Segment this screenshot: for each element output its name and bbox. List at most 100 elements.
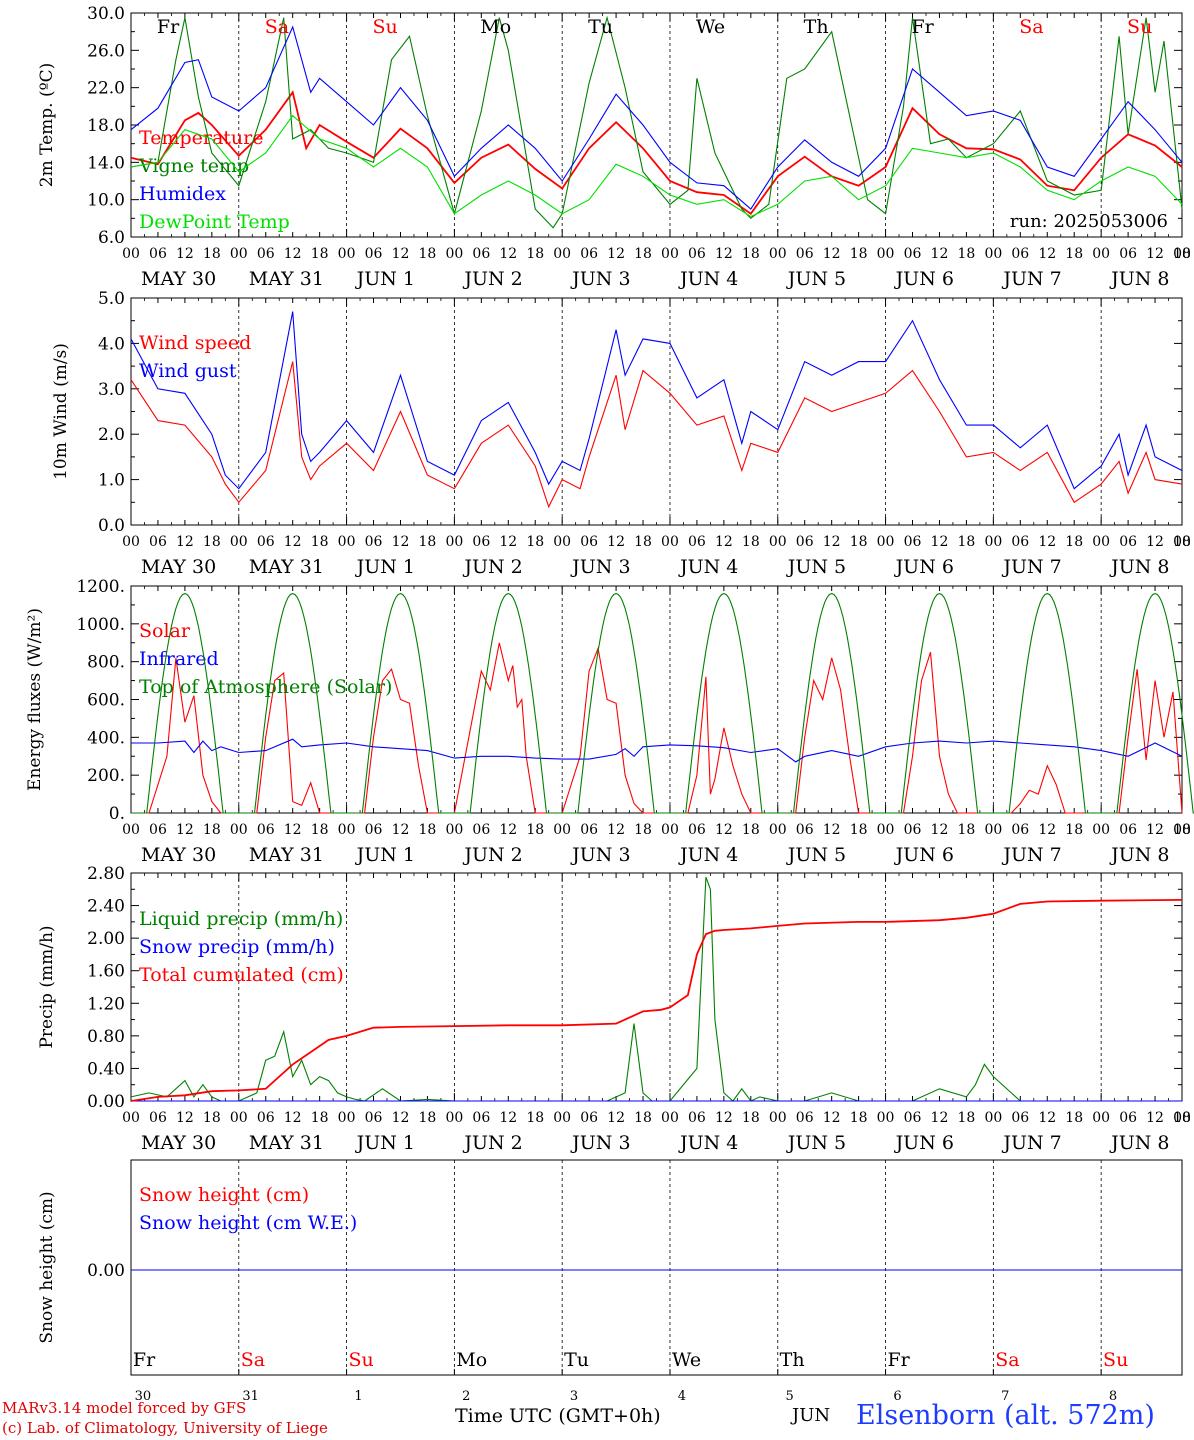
hour-tick-label: 18	[957, 1110, 975, 1126]
y-tick-label: 0.0	[98, 516, 125, 536]
hour-tick-label: 18	[1065, 1110, 1083, 1126]
date-label: JUN 7	[1001, 1132, 1061, 1154]
hour-tick-label: 12	[176, 822, 194, 838]
date-label: MAY 30	[141, 268, 216, 290]
hour-tick-label: 00	[230, 534, 248, 550]
weekday-label: Tu	[588, 16, 613, 38]
hour-tick-label: 06	[796, 1110, 814, 1126]
hour-tick-label: 00	[122, 246, 140, 262]
model-line: MARv3.14 model forced by GFS	[2, 1399, 247, 1417]
hour-tick-label: 06	[1119, 1110, 1137, 1126]
hour-tick-label: 18	[203, 1110, 221, 1126]
hour-tick-label: 00	[338, 822, 356, 838]
hour-tick-label: 18	[526, 534, 544, 550]
date-label: JUN 6	[894, 1132, 954, 1154]
hour-tick-label: 18	[419, 822, 437, 838]
legend-entry: Total cumulated (cm)	[139, 964, 344, 986]
hour-tick-label: 18	[634, 534, 652, 550]
hour-tick-label: 18	[311, 246, 329, 262]
date-label: MAY 30	[141, 556, 216, 578]
hour-tick-label: 12	[392, 1110, 410, 1126]
hour-tick-label: 18	[957, 246, 975, 262]
hour-tick-label: 18	[742, 246, 760, 262]
hour-tick-label: 06	[688, 246, 706, 262]
date-label: JUN 4	[678, 1132, 738, 1154]
hour-tick-label: 06	[904, 1110, 922, 1126]
hour-tick-label: 12	[1146, 822, 1164, 838]
y-tick-label: 400.	[87, 728, 125, 748]
xaxis-title: Time UTC (GMT+0h)	[455, 1405, 661, 1427]
y-axis-title: 2m Temp. (ºC)	[37, 63, 57, 188]
date-label: JUN 1	[355, 1132, 415, 1154]
y-tick-label: 600.	[87, 691, 125, 711]
legend-entry: Temperature	[139, 127, 263, 149]
hour-tick-label: 18	[311, 822, 329, 838]
bottom-weekday-label: Fr	[133, 1349, 156, 1371]
date-label: JUN 8	[1109, 1132, 1169, 1154]
legend-entry: Top of Atmosphere (Solar)	[139, 676, 392, 698]
day-number-label: 30	[135, 1389, 152, 1404]
credit-line: (c) Lab. of Climatology, University of L…	[2, 1419, 328, 1437]
y-tick-label: 0.40	[87, 1059, 125, 1079]
y-tick-label: 2.80	[87, 864, 125, 884]
hour-tick-label: 00	[1173, 1110, 1191, 1126]
y-tick-label: 10.0	[87, 191, 125, 211]
y-tick-label: 0.80	[87, 1027, 125, 1047]
hour-tick-label: 12	[392, 822, 410, 838]
hour-tick-label: 06	[580, 822, 598, 838]
hour-tick-label: 06	[149, 534, 167, 550]
day-number-label: 6	[893, 1389, 901, 1404]
hour-tick-label: 00	[984, 246, 1002, 262]
date-label: JUN 3	[570, 556, 630, 578]
weekday-label: Fr	[157, 16, 180, 38]
date-label: JUN 6	[894, 556, 954, 578]
hour-tick-label: 12	[1146, 1110, 1164, 1126]
hour-tick-label: 12	[1038, 822, 1056, 838]
hour-tick-label: 12	[499, 1110, 517, 1126]
hour-tick-label: 18	[742, 1110, 760, 1126]
bottom-weekday-label: Th	[780, 1349, 805, 1371]
hour-tick-label: 12	[284, 822, 302, 838]
hour-tick-label: 06	[365, 246, 383, 262]
date-label: JUN 3	[570, 844, 630, 866]
hour-tick-label: 00	[661, 534, 679, 550]
legend-entry: Vigne temp	[138, 155, 249, 177]
date-label: JUN 6	[894, 844, 954, 866]
hour-tick-label: 18	[1173, 1110, 1191, 1126]
hour-tick-label: 18	[419, 534, 437, 550]
hour-tick-label: 06	[257, 534, 275, 550]
date-label: JUN 1	[355, 268, 415, 290]
weekday-label: Mo	[480, 16, 511, 38]
hour-tick-label: 18	[1173, 246, 1191, 262]
date-label: JUN 2	[462, 268, 522, 290]
hour-tick-label: 12	[176, 246, 194, 262]
day-number-label: 4	[678, 1389, 686, 1404]
hour-tick-label: 06	[257, 1110, 275, 1126]
y-tick-label: 3.0	[98, 380, 125, 400]
hour-tick-label: 06	[149, 246, 167, 262]
hour-tick-label: 06	[365, 1110, 383, 1126]
hour-tick-label: 12	[284, 246, 302, 262]
date-label: JUN 5	[786, 844, 846, 866]
day-number-label: 7	[1001, 1389, 1009, 1404]
panel-4: 0.00 0.40 0.80 1.20 1.60 2.00 2.40 2.80 Precip (…	[37, 864, 1191, 1154]
date-label: MAY 31	[249, 1132, 324, 1154]
series-line	[130, 361, 1183, 509]
hour-tick-label: 00	[661, 822, 679, 838]
series-line	[130, 15, 1183, 229]
y-tick-label: 18.0	[87, 116, 125, 136]
series-line	[131, 738, 1183, 763]
day-number-label: 2	[462, 1389, 470, 1404]
y-tick-label: 0.00	[87, 1092, 125, 1112]
date-label: JUN 7	[1001, 268, 1061, 290]
series-line	[131, 593, 1194, 814]
hour-tick-label: 12	[1146, 246, 1164, 262]
date-label: JUN 3	[570, 1132, 630, 1154]
hour-tick-label: 06	[904, 534, 922, 550]
hour-tick-label: 06	[1119, 822, 1137, 838]
hour-tick-label: 18	[1173, 534, 1191, 550]
date-label: JUN 1	[355, 556, 415, 578]
hour-tick-label: 06	[472, 1110, 490, 1126]
hour-tick-label: 06	[149, 1110, 167, 1126]
y-tick-label: 5.0	[98, 289, 125, 309]
